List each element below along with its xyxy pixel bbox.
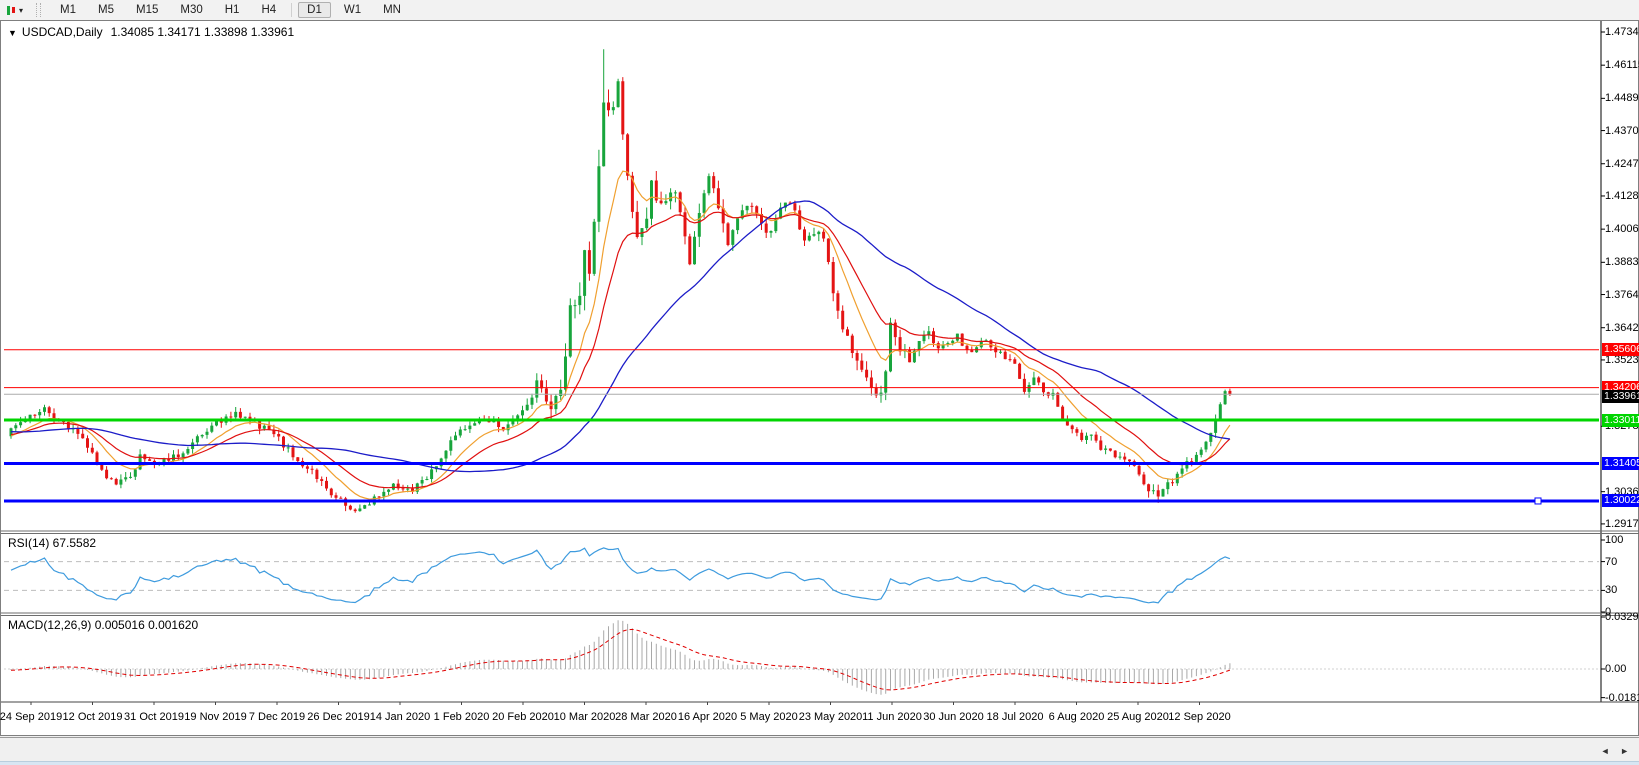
timeframe-buttons: M1 M5 M15 M30 H1 H4 D1 W1 MN [49,2,412,18]
up-candle-wicks [10,49,1226,512]
up-candle-bodies [9,81,1227,512]
date-axis-label: 11 Jun 2020 [862,711,922,723]
date-axis-label: 12 Sep 2020 [1168,711,1231,723]
chevron-down-icon[interactable]: ▾ [19,5,24,15]
rsi-indicator-label: RSI(14) 67.5582 [8,536,97,550]
macd-indicator-label: MACD(12,26,9) 0.005016 0.001620 [8,618,199,632]
chart-window[interactable]: ▼ USDCAD,Daily 1.34085 1.34171 1.33898 1.3… [0,20,1639,736]
timeframe-button-m15[interactable]: M15 [135,4,159,16]
rsi-tick-label: 70 [1605,555,1618,568]
rsi-tick-label: 30 [1605,584,1618,597]
hline-price-label: 1.35606 [1602,343,1639,357]
timeframe-button-d1[interactable]: D1 [298,2,331,18]
timeframe-button-m30[interactable]: M30 [180,4,203,16]
macd-tick-label: -0.018154 [1605,691,1639,704]
macd-histogram [10,620,1231,695]
timeframe-toolbar: ▾ M1 M5 M15 M30 H1 H4 D1 W1 MN [0,0,1639,21]
rsi-panel [4,547,1599,604]
date-axis-label: 28 Mar 2020 [615,711,677,723]
macd-panel [4,620,1599,695]
ma-slow-line [10,200,1230,473]
date-axis-label: 19 Nov 2019 [184,711,247,723]
date-axis-label: 12 Oct 2019 [62,711,123,723]
hline-price-label: 1.30022 [1602,494,1639,508]
candlestick-chart-icon[interactable]: ▾ [4,5,26,16]
rsi-tick-label: 0 [1605,606,1612,618]
date-axis-label: 25 Aug 2020 [1107,711,1169,723]
price-tick-label: 1.37645 [1605,288,1639,301]
timeframe-button-h1[interactable]: H1 [224,4,240,16]
timeframe-button-m5[interactable]: M5 [98,4,114,16]
date-axis-label: 5 May 2020 [740,711,798,723]
price-tick-label: 1.44890 [1605,92,1639,105]
macd-tick-label: 0.00 [1605,663,1627,675]
candle-glyph-down [12,7,15,13]
macd-tick-label: 0.032972 [1605,611,1639,623]
price-tick-label: 1.29175 [1605,517,1639,530]
date-axis-label: 7 Dec 2019 [248,711,306,723]
date-axis-label: 24 Sep 2019 [0,711,63,723]
price-tick-label: 1.35230 [1605,353,1639,366]
candlestick-plot[interactable] [1,21,1639,737]
rsi-tick-label: 100 [1605,534,1624,546]
price-tick-label: 1.42475 [1605,157,1639,170]
main-price-panel [4,49,1599,513]
macd-signal-line [10,628,1231,691]
date-axis-label: 10 Mar 2020 [553,711,616,723]
chart-title: ▼ USDCAD,Daily 1.34085 1.34171 1.33898 1.3… [8,25,294,39]
candle-glyph-up [7,5,10,15]
price-tick-label: 1.36420 [1605,321,1639,334]
price-tick-label: 1.38835 [1605,256,1639,269]
price-tick-label: 1.46115 [1605,59,1639,72]
tab-scroll-left-icon[interactable]: ◄ [1600,746,1614,756]
date-axis-label: 30 Jun 2020 [923,711,984,723]
date-axis-label: 26 Dec 2019 [307,711,370,723]
chart-dropdown-icon[interactable]: ▼ [8,28,17,38]
chart-ohlc-values: 1.34085 1.34171 1.33898 1.33961 [110,25,295,39]
price-tick-label: 1.43700 [1605,124,1639,137]
date-axis-label: 14 Jan 2020 [369,711,431,723]
down-candle-wicks [34,77,1231,513]
date-axis-label: 6 Aug 2020 [1048,711,1105,723]
date-axis-label: 23 May 2020 [798,711,863,723]
timeframe-button-h4[interactable]: H4 [261,4,277,16]
toolbar-grip[interactable] [36,3,42,17]
tab-scroll-right-icon[interactable]: ► [1620,746,1633,756]
hline-price-label: 1.33011 [1602,413,1639,427]
timeframe-button-w1[interactable]: W1 [343,4,362,16]
ma-mid-line [10,211,1231,489]
status-strip [0,761,1639,765]
date-axis-label: 20 Feb 2020 [492,711,554,723]
tab-scroll-arrows: ◄ ► [1601,746,1633,756]
current-price-label: 1.33961 [1602,389,1639,403]
price-tick-label: 1.40060 [1605,223,1639,236]
hline-selection-handle[interactable] [1534,497,1542,505]
timeframe-button-mn[interactable]: MN [383,4,401,16]
chart-tab-bar: ◄ ► [0,737,1639,761]
chart-symbol-label: USDCAD,Daily [21,25,103,39]
ma-fast-line [10,170,1231,500]
date-axis-label: 18 Jul 2020 [986,711,1044,723]
date-axis-label: 1 Feb 2020 [433,711,490,723]
timeframe-button-m1[interactable]: M1 [60,4,76,16]
hline-price-label: 1.31405 [1602,457,1639,471]
date-axis-label: 16 Apr 2020 [677,711,738,723]
rsi-line [10,547,1231,604]
price-tick-label: 1.47340 [1605,26,1639,38]
price-tick-label: 1.41285 [1605,189,1639,202]
toolbar-divider [291,3,293,17]
date-axis-label: 31 Oct 2019 [124,711,184,723]
